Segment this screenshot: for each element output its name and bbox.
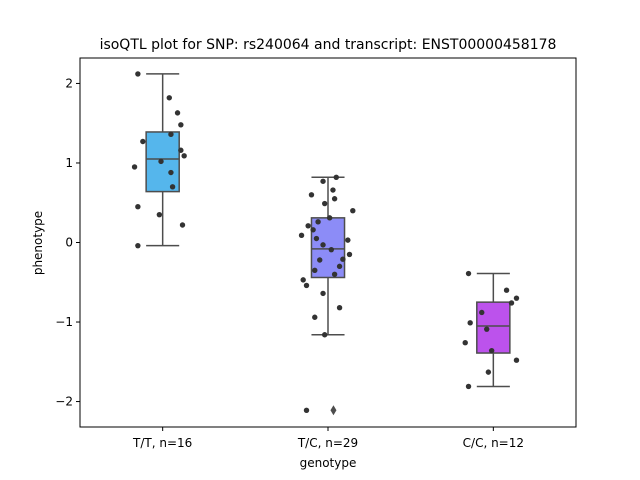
y-axis-label: phenotype [31, 211, 45, 275]
data-point [336, 263, 343, 270]
data-point [303, 282, 310, 289]
data-point [508, 300, 515, 306]
data-point [333, 174, 339, 180]
x-tick-label: T/C, n=29 [297, 436, 358, 450]
data-point [326, 215, 333, 221]
data-point [321, 332, 328, 338]
outlier-marker [330, 405, 337, 416]
data-point [320, 290, 326, 297]
data-point [166, 95, 172, 101]
data-point [312, 314, 318, 320]
data-point [331, 196, 338, 202]
data-point [321, 200, 328, 207]
data-point [135, 71, 141, 77]
data-point [181, 153, 187, 159]
y-tick-label: 0 [65, 236, 73, 250]
data-point [300, 277, 306, 283]
data-point [158, 158, 164, 165]
data-point [467, 320, 473, 326]
x-tick-label: C/C, n=12 [463, 436, 524, 450]
x-axis-label: genotype [300, 456, 357, 470]
x-tick-label: T/T, n=16 [132, 436, 192, 450]
data-point [317, 257, 323, 263]
data-point [513, 357, 520, 363]
data-point [485, 369, 492, 375]
plot-area [131, 71, 520, 416]
data-point [340, 256, 346, 262]
data-point [336, 305, 343, 311]
data-point [308, 192, 315, 198]
data-point [313, 235, 320, 242]
data-point [135, 204, 141, 210]
x-axis: T/T, n=16 T/C, n=29 C/C, n=12 [132, 427, 524, 450]
y-tick-label: 2 [65, 76, 73, 90]
data-point [320, 242, 326, 248]
data-point [178, 122, 184, 128]
data-point [179, 222, 186, 228]
data-point [479, 309, 485, 316]
data-point [488, 347, 495, 354]
y-tick-label: 1 [65, 156, 73, 170]
data-point [135, 242, 141, 249]
data-point [305, 223, 311, 229]
data-point [312, 267, 318, 274]
data-point [503, 287, 510, 293]
data-point [350, 207, 356, 214]
data-point [168, 169, 174, 176]
data-point [168, 131, 174, 138]
chart-title: isoQTL plot for SNP: rs240064 and transc… [100, 37, 557, 53]
data-point [178, 147, 184, 153]
data-point [465, 383, 472, 390]
data-point [330, 187, 336, 193]
y-axis: 2 1 0 −1 −2 [55, 76, 80, 409]
data-point [310, 227, 316, 233]
data-point [174, 110, 181, 116]
data-point [462, 340, 468, 346]
data-point [315, 219, 321, 225]
data-point [345, 237, 351, 243]
data-point [156, 211, 163, 218]
y-tick-label: −1 [55, 315, 73, 329]
data-point [303, 407, 310, 413]
data-point [346, 251, 353, 258]
data-point [465, 270, 472, 277]
data-point [298, 232, 305, 239]
data-point [131, 164, 138, 170]
y-tick-label: −2 [55, 395, 73, 409]
data-point [331, 271, 338, 278]
data-point [484, 326, 490, 332]
data-point [320, 178, 326, 184]
data-point [513, 295, 520, 301]
box-iqr [476, 301, 511, 354]
data-point [328, 246, 335, 253]
data-point [140, 138, 146, 145]
data-point [169, 184, 176, 190]
